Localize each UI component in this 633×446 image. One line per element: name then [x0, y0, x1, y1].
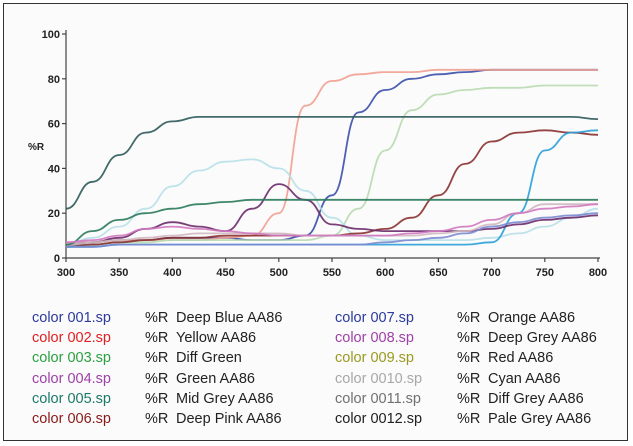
legend-file: color 0011.sp	[335, 390, 421, 407]
legend-unit: %R	[145, 370, 169, 387]
legend-unit: %R	[457, 350, 481, 367]
legend-series-name: Deep Pink AA86	[176, 411, 282, 427]
series-line-3	[66, 84, 598, 246]
series-line-12	[65, 212, 599, 248]
legend-file: color 0010.sp	[335, 370, 423, 387]
x-tick-label-450: 450	[216, 267, 234, 279]
legend-entry: color 004.sp %R Green AA86	[32, 371, 255, 387]
legend-series-name: Deep Blue AA86	[176, 310, 283, 326]
legend-entry: color 009.sp %R Red AA86	[335, 350, 553, 366]
legend-unit: %R	[145, 310, 169, 326]
legend-entry: color 0012.sp %R Pale Grey AA86	[335, 411, 591, 427]
reflectance-chart: 0 20 40 60 80 100 300 350 400 450 500 550 600 650 700 7…	[28, 29, 607, 279]
x-tick-label-400: 400	[163, 267, 181, 279]
x-tick-label-650: 650	[429, 267, 447, 279]
legend-series-name: Green AA86	[176, 370, 255, 387]
y-tick-label-80: 80	[48, 74, 60, 86]
legend-unit: %R	[457, 370, 481, 387]
legend-file: color 005.sp	[32, 390, 111, 407]
legend-entry: color 002.sp %R Yellow AA86	[32, 330, 256, 346]
legend-entry: color 0011.sp %R Diff Grey AA86	[335, 391, 584, 407]
legend-file: color 0012.sp	[335, 411, 423, 427]
legend-file: color 006.sp	[32, 411, 111, 427]
x-tick-label-300: 300	[57, 267, 75, 279]
legend-entry: color 008.sp %R Deep Grey AA86	[335, 330, 597, 346]
x-tick-label-600: 600	[376, 267, 394, 279]
legend-file: color 008.sp	[335, 330, 414, 347]
y-tick-label-60: 60	[48, 119, 60, 131]
legend-series-name: Pale Grey AA86	[488, 411, 592, 427]
legend-file: color 003.sp	[32, 350, 111, 367]
series-line-5	[65, 116, 599, 210]
legend-unit: %R	[145, 390, 169, 407]
legend-file: color 004.sp	[32, 370, 111, 387]
legend-unit: %R	[457, 390, 481, 407]
series-line-10	[65, 198, 598, 246]
x-tick-label-750: 750	[536, 267, 554, 279]
legend-series-name: Deep Grey AA86	[488, 330, 597, 347]
legend-file: color 007.sp	[335, 310, 414, 326]
legend-unit: %R	[145, 330, 169, 347]
series-line-4	[65, 158, 599, 246]
legend-series-name: Diff Grey AA86	[488, 390, 584, 407]
legend-entry: color 005.sp %R Mid Grey AA86	[32, 391, 274, 407]
legend-entry: color 007.sp %R Orange AA86	[335, 310, 575, 326]
legend-entry: color 006.sp %R Deep Pink AA86	[32, 411, 282, 427]
series-line-11	[65, 203, 599, 244]
chart-frame: 0 20 40 60 80 100 300 350 400 450 500 550 600 650 700 7…	[3, 3, 628, 441]
legend-series-name: Cyan AA86	[488, 370, 561, 387]
legend-file: color 001.sp	[32, 310, 111, 326]
legend-series-name: Orange AA86	[488, 310, 576, 326]
y-tick-label-100: 100	[42, 29, 60, 41]
x-tick-label-350: 350	[110, 267, 128, 279]
legend-entry: color 003.sp %R Diff Green	[32, 350, 242, 366]
x-tick-label-800: 800	[589, 267, 607, 279]
y-axis-label: %R	[28, 142, 45, 153]
legend-unit: %R	[145, 411, 169, 427]
x-tick-label-550: 550	[323, 267, 341, 279]
legend-unit: %R	[457, 310, 481, 326]
legend-unit: %R	[457, 330, 481, 347]
legend-series-name: Mid Grey AA86	[176, 390, 274, 407]
series-line-2	[66, 68, 598, 244]
x-tick-label-500: 500	[270, 267, 288, 279]
legend-series-name: Red AA86	[488, 350, 554, 367]
legend-unit: %R	[457, 411, 481, 427]
legend-unit: %R	[145, 350, 169, 367]
legend-file: color 009.sp	[335, 350, 414, 367]
y-tick-label-20: 20	[48, 208, 60, 220]
legend-entry: color 001.sp %R Deep Blue AA86	[32, 310, 282, 326]
legend-entry: color 0010.sp %R Cyan AA86	[335, 371, 561, 387]
legend-series-name: Diff Green	[176, 350, 242, 367]
y-tick-label-40: 40	[48, 163, 60, 175]
y-tick-label-0: 0	[54, 253, 60, 265]
x-tick-label-700: 700	[482, 267, 500, 279]
legend-series-name: Yellow AA86	[176, 330, 257, 347]
legend-file: color 002.sp	[32, 330, 111, 347]
